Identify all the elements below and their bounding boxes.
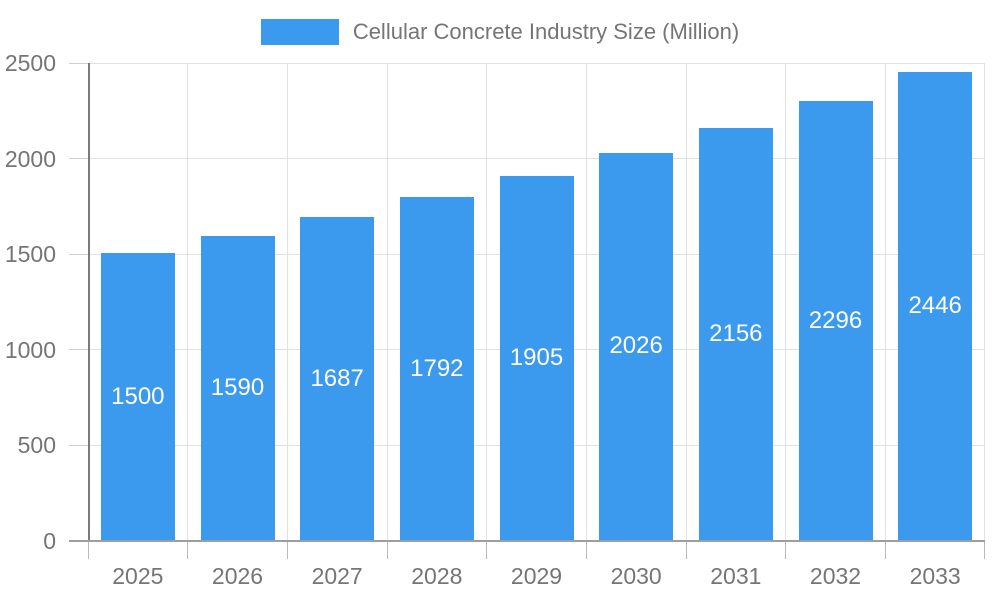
y-axis-line: [88, 63, 90, 541]
gridline-vertical: [585, 63, 587, 541]
x-tick: [785, 541, 787, 559]
gridline-vertical: [486, 63, 488, 541]
bar-value-label: 1500: [111, 382, 165, 410]
bar-2030[interactable]: 2026: [599, 152, 674, 540]
y-tick: [69, 444, 88, 446]
x-tick: [685, 541, 687, 559]
y-axis-label: 0: [43, 528, 56, 554]
y-tick: [69, 62, 88, 64]
x-axis-label: 2028: [411, 563, 463, 589]
y-axis-label: 500: [17, 432, 56, 459]
plot-area: 0 500 1000 1500 2000 2500 1500 2025 1590 2026 1687…: [5, 50, 985, 589]
x-axis-label: 2032: [809, 563, 862, 589]
legend-swatch: [260, 19, 339, 45]
x-axis-label: 2029: [510, 563, 563, 589]
x-tick: [983, 541, 985, 559]
x-tick: [884, 541, 886, 559]
bar-2026[interactable]: 1590: [200, 236, 275, 540]
x-tick: [486, 541, 488, 559]
y-axis-label: 2000: [4, 145, 56, 172]
y-axis-label: 1500: [4, 241, 56, 268]
bar-2028[interactable]: 1792: [399, 197, 474, 540]
x-tick: [585, 541, 587, 559]
bar-2033[interactable]: 2446: [898, 72, 973, 540]
bar-value-label: 2156: [709, 319, 763, 347]
gridline-vertical: [983, 63, 985, 541]
bar-2032[interactable]: 2296: [798, 101, 873, 540]
x-axis-label: 2033: [909, 563, 961, 589]
gridline-vertical: [785, 63, 787, 541]
gridline-vertical: [386, 63, 388, 541]
legend[interactable]: Cellular Concrete Industry Size (Million…: [0, 17, 1000, 47]
bar-value-label: 1590: [210, 374, 265, 401]
x-axis-line: [69, 540, 985, 542]
bar-value-label: 2026: [609, 332, 663, 360]
x-axis-label: 2027: [311, 563, 363, 589]
bar-2029[interactable]: 1905: [499, 175, 574, 540]
x-axis-label: 2031: [710, 563, 762, 589]
x-axis-label: 2030: [610, 563, 662, 589]
gridline-horizontal: [88, 62, 985, 64]
y-axis-label: 1000: [4, 336, 56, 363]
x-axis-label: 2025: [112, 563, 164, 589]
bar-2025[interactable]: 1500: [100, 253, 175, 540]
y-tick: [69, 253, 88, 255]
gridline-vertical: [187, 63, 189, 541]
bar-2027[interactable]: 1687: [300, 217, 375, 540]
gridline-vertical: [685, 63, 687, 541]
x-tick: [386, 541, 388, 559]
gridline-vertical: [286, 63, 288, 541]
legend-label: Cellular Concrete Industry Size (Million…: [352, 19, 740, 44]
x-tick: [87, 541, 89, 559]
x-axis-label: 2026: [211, 563, 264, 589]
bar-2031[interactable]: 2156: [698, 127, 773, 540]
gridline-horizontal: [88, 158, 985, 160]
y-tick: [69, 158, 88, 160]
gridline-vertical: [884, 63, 886, 541]
x-tick: [187, 541, 189, 559]
bar-value-label: 1687: [310, 364, 364, 392]
x-tick: [286, 541, 288, 559]
bar-value-label: 2446: [908, 292, 962, 320]
bar-value-label: 2296: [808, 306, 863, 334]
y-tick: [69, 349, 88, 351]
y-axis-label: 2500: [4, 50, 56, 76]
bar-value-label: 1792: [410, 354, 464, 382]
bar-value-label: 1905: [509, 343, 564, 371]
